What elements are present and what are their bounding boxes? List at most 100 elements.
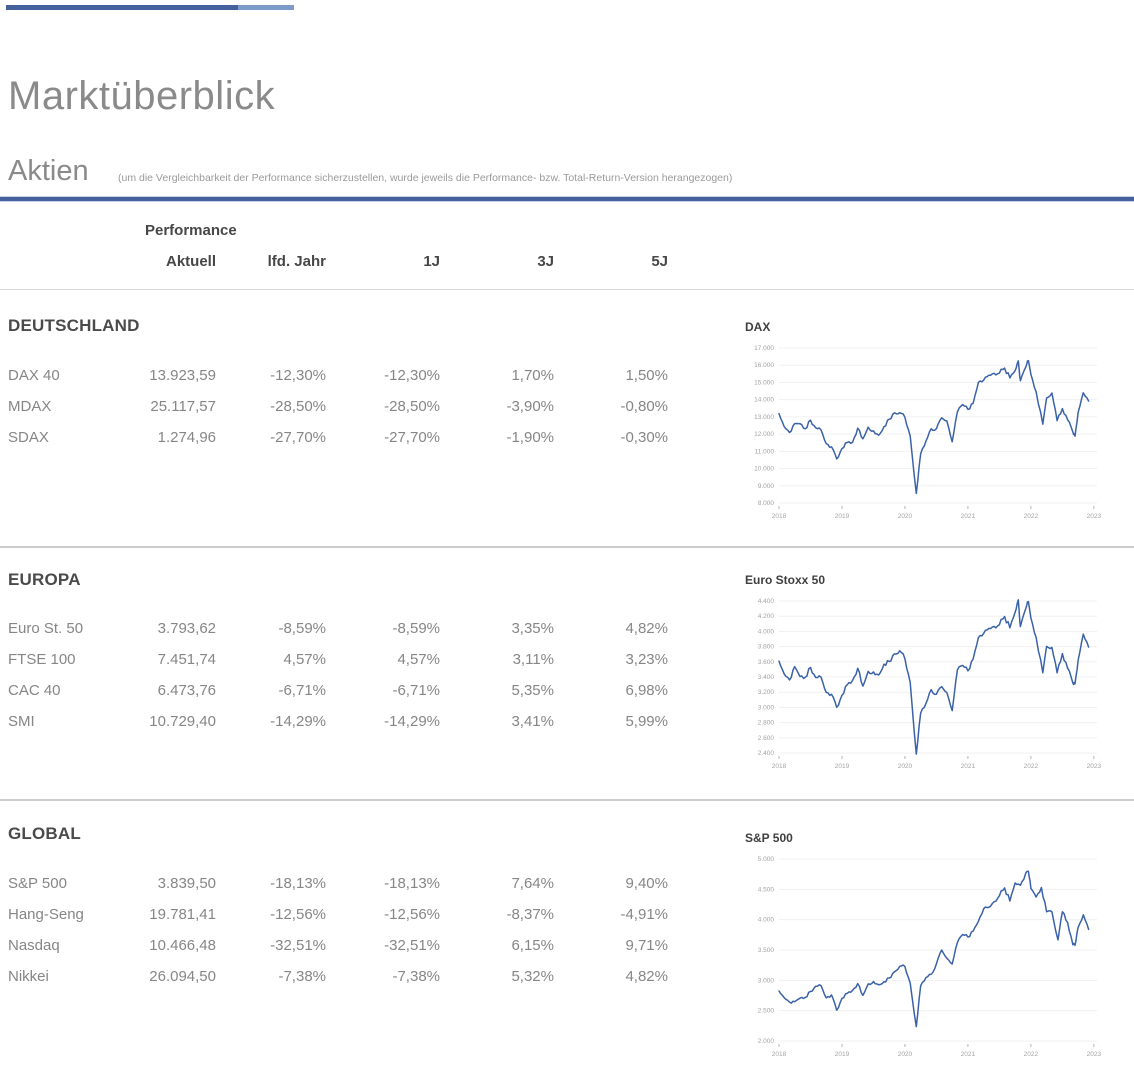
value-3j: -3,90%	[506, 398, 554, 415]
value-3j: 7,64%	[511, 875, 554, 892]
svg-text:8.000: 8.000	[758, 500, 775, 507]
svg-text:3.600: 3.600	[758, 659, 775, 666]
section-title-aktien: Aktien	[8, 155, 89, 187]
svg-text:4.400: 4.400	[758, 598, 775, 605]
section-divider-rule	[0, 196, 1134, 202]
index-name: FTSE 100	[8, 651, 76, 668]
index-name: MDAX	[8, 398, 52, 415]
top-accent-bar	[6, 5, 294, 10]
value-lfd-jahr: -28,50%	[270, 398, 326, 415]
svg-text:2018: 2018	[772, 763, 787, 770]
sp500-chart-title: S&P 500	[745, 831, 793, 845]
table-global: S&P 500 3.839,50 -18,13% -18,13% 7,64% 9…	[8, 868, 668, 992]
value-lfd-jahr: -6,71%	[278, 682, 326, 699]
value-lfd-jahr: -32,51%	[270, 937, 326, 954]
col-header-lfd-jahr: lfd. Jahr	[267, 253, 326, 270]
svg-text:2022: 2022	[1024, 763, 1039, 770]
value-aktuell: 25.117,57	[150, 398, 216, 415]
index-name: Nikkei	[8, 968, 49, 985]
svg-text:2023: 2023	[1087, 763, 1102, 770]
value-lfd-jahr: -12,30%	[270, 367, 326, 384]
svg-text:2.500: 2.500	[758, 1008, 775, 1015]
svg-text:3.500: 3.500	[758, 947, 775, 954]
value-1j: -27,70%	[384, 429, 440, 446]
value-lfd-jahr: -14,29%	[270, 713, 326, 730]
index-name: SMI	[8, 713, 35, 730]
value-5j: 1,50%	[625, 367, 668, 384]
col-header-5j: 5J	[651, 253, 668, 270]
index-name: Hang-Seng	[8, 906, 84, 923]
svg-text:4.200: 4.200	[758, 613, 775, 620]
value-3j: 5,32%	[511, 968, 554, 985]
value-1j: -14,29%	[384, 713, 440, 730]
value-5j: 9,40%	[625, 875, 668, 892]
value-lfd-jahr: -12,56%	[270, 906, 326, 923]
svg-text:2023: 2023	[1087, 1051, 1102, 1058]
section-heading-deutschland: DEUTSCHLAND	[8, 316, 140, 335]
index-name: CAC 40	[8, 682, 61, 699]
svg-text:2020: 2020	[898, 513, 913, 520]
value-3j: -1,90%	[506, 429, 554, 446]
value-1j: -6,71%	[392, 682, 440, 699]
value-5j: 4,82%	[625, 968, 668, 985]
svg-text:2020: 2020	[898, 1051, 913, 1058]
svg-text:10.000: 10.000	[754, 466, 774, 473]
col-header-spacer	[8, 253, 118, 270]
svg-text:3.200: 3.200	[758, 689, 775, 696]
value-1j: -12,30%	[384, 367, 440, 384]
value-lfd-jahr: -8,59%	[278, 620, 326, 637]
svg-text:2.000: 2.000	[758, 1038, 775, 1045]
value-aktuell: 3.793,62	[157, 620, 216, 637]
svg-text:2018: 2018	[772, 513, 787, 520]
value-aktuell: 10.729,40	[149, 713, 216, 730]
value-lfd-jahr: -7,38%	[278, 968, 326, 985]
svg-text:9.000: 9.000	[758, 483, 775, 490]
page-title: Marktüberblick	[8, 74, 276, 118]
value-aktuell: 1.274,96	[157, 429, 216, 446]
value-5j: 9,71%	[625, 937, 668, 954]
value-1j: 4,57%	[397, 651, 440, 668]
svg-text:2021: 2021	[961, 513, 976, 520]
svg-text:4.000: 4.000	[758, 917, 775, 924]
value-aktuell: 26.094,50	[149, 968, 216, 985]
svg-text:2020: 2020	[898, 763, 913, 770]
value-3j: 5,35%	[511, 682, 554, 699]
value-3j: -8,37%	[506, 906, 554, 923]
index-name: S&P 500	[8, 875, 67, 892]
accent-bar-light	[238, 5, 294, 10]
section-heading-europa: EUROPA	[8, 570, 81, 589]
svg-text:14.000: 14.000	[754, 397, 774, 404]
value-3j: 3,11%	[512, 651, 554, 668]
svg-text:5.000: 5.000	[758, 856, 775, 863]
svg-text:4.000: 4.000	[758, 628, 775, 635]
svg-text:4.500: 4.500	[758, 886, 775, 893]
table-column-headers: Aktuell lfd. Jahr 1J 3J 5J	[8, 253, 668, 270]
value-5j: -4,91%	[620, 906, 668, 923]
value-5j: 4,82%	[625, 620, 668, 637]
col-header-aktuell: Aktuell	[165, 253, 216, 270]
value-lfd-jahr: -18,13%	[270, 875, 326, 892]
dax-chart-title: DAX	[745, 320, 771, 334]
value-lfd-jahr: -27,70%	[270, 429, 326, 446]
section-separator	[0, 799, 1134, 801]
svg-text:2.800: 2.800	[758, 720, 775, 727]
svg-text:2019: 2019	[835, 1051, 850, 1058]
dax-chart: 17.000 16.000 15.000 14.000 13.000 12.000 11.0…	[754, 345, 1102, 520]
table-deutschland: DAX 40 13.923,59 -12,30% -12,30% 1,70% 1…	[8, 360, 668, 453]
value-aktuell: 7.451,74	[157, 651, 216, 668]
value-1j: -28,50%	[384, 398, 440, 415]
value-5j: 6,98%	[625, 682, 668, 699]
svg-text:2022: 2022	[1024, 1051, 1039, 1058]
value-1j: -32,51%	[384, 937, 440, 954]
svg-text:2022: 2022	[1024, 513, 1039, 520]
svg-text:2021: 2021	[961, 763, 976, 770]
value-aktuell: 10.466,48	[149, 937, 216, 954]
svg-text:2023: 2023	[1087, 513, 1102, 520]
svg-text:16.000: 16.000	[754, 362, 774, 369]
value-1j: -12,56%	[384, 906, 440, 923]
performance-group-label: Performance	[145, 222, 237, 239]
col-header-3j: 3J	[537, 253, 554, 270]
index-name: SDAX	[8, 429, 49, 446]
index-name: Euro St. 50	[8, 620, 84, 637]
value-3j: 3,41%	[511, 713, 554, 730]
